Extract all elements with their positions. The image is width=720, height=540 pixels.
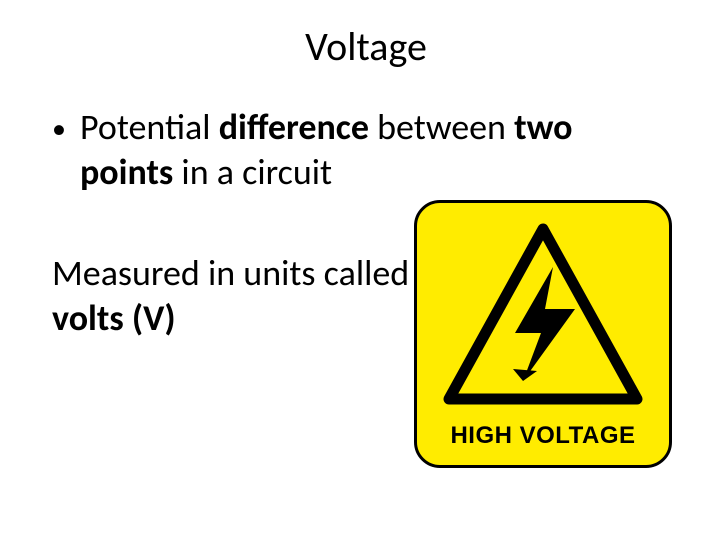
- bullet-seg-1: Potential: [80, 105, 219, 149]
- paragraph: Measured in units called volts (V): [52, 251, 412, 341]
- paragraph-seg-2-bold: volts (V): [52, 296, 176, 340]
- bullet-dot: •: [52, 111, 66, 146]
- bullet-seg-3: between: [369, 105, 514, 149]
- bullet-seg-2-bold: difference: [219, 105, 369, 149]
- paragraph-seg-1: Measured in units called: [52, 251, 409, 295]
- bullet-text: Potential difference between two points …: [80, 105, 670, 195]
- lightning-bolt-icon: [513, 267, 575, 381]
- sign-plate: HIGH VOLTAGE: [414, 200, 672, 468]
- bullet-item: • Potential difference between two point…: [52, 105, 680, 195]
- slide-title: Voltage: [52, 22, 680, 71]
- sign-label: HIGH VOLTAGE: [450, 422, 635, 450]
- warning-triangle-icon: [437, 221, 649, 416]
- bullet-seg-5: in a circuit: [173, 150, 332, 194]
- slide: Voltage • Potential difference between t…: [0, 0, 720, 540]
- high-voltage-sign: HIGH VOLTAGE: [414, 200, 672, 468]
